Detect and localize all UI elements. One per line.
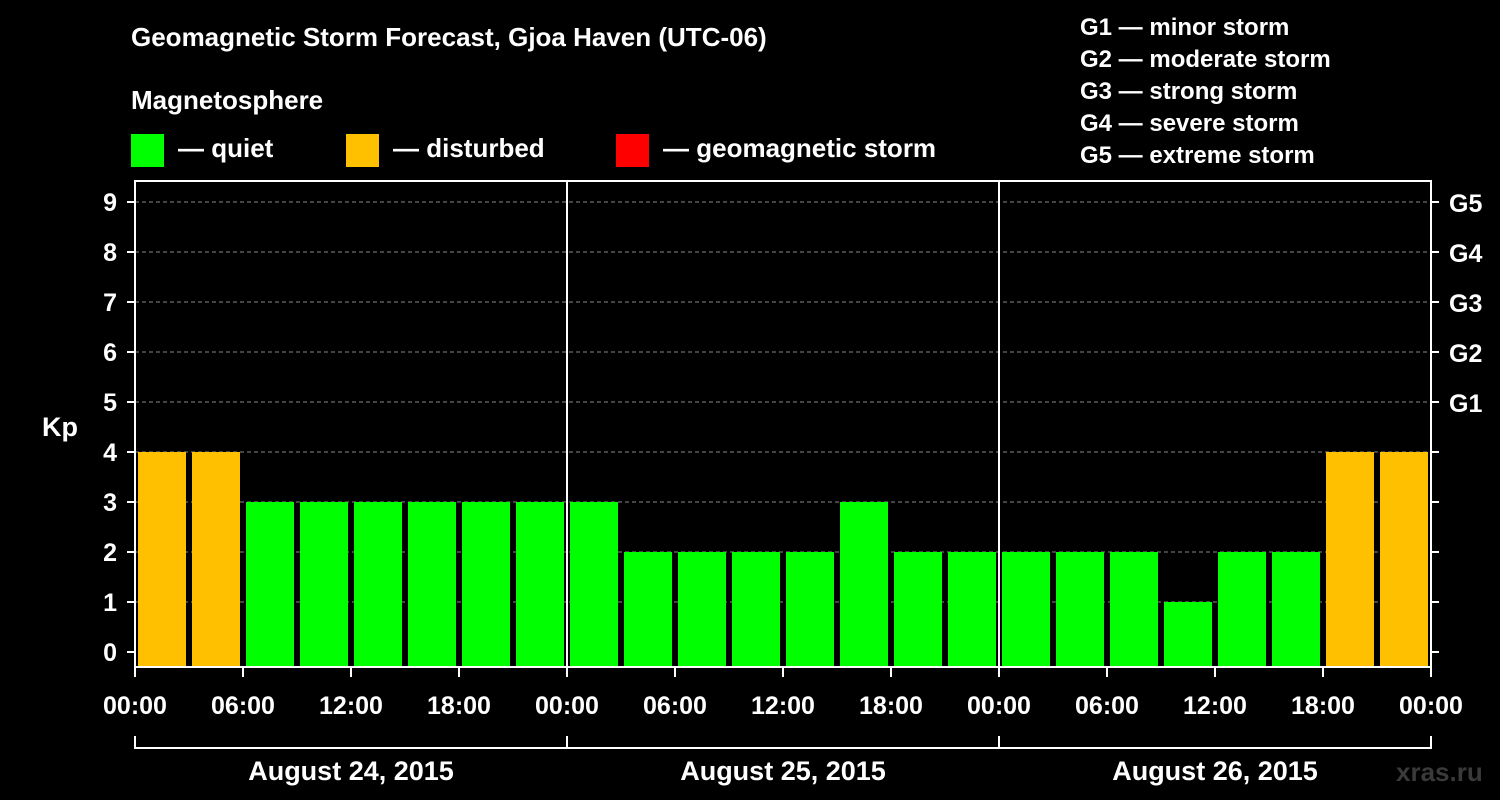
- watermark: xras.ru: [1396, 757, 1483, 787]
- kp-bar: [138, 452, 186, 667]
- y-tick-label: 2: [103, 539, 117, 567]
- y-tick-label: 8: [103, 239, 117, 267]
- x-tick-label: 06:00: [211, 692, 275, 720]
- y-tick-label: 0: [103, 639, 117, 667]
- g-level-label: G2: [1449, 340, 1482, 368]
- kp-bar: [570, 502, 618, 667]
- x-tick-label: 18:00: [859, 692, 923, 720]
- g-scale-g4: G4 — severe storm: [1080, 110, 1299, 137]
- x-tick-label: 12:00: [751, 692, 815, 720]
- kp-bar: [678, 552, 726, 667]
- kp-bar: [300, 502, 348, 667]
- y-tick-label: 9: [103, 189, 117, 217]
- legend-swatch-storm: [616, 134, 649, 167]
- kp-bar: [516, 502, 564, 667]
- g-level-label: G1: [1449, 390, 1482, 418]
- chart-title: Geomagnetic Storm Forecast, Gjoa Haven (…: [131, 22, 767, 52]
- x-tick-label: 06:00: [1075, 692, 1139, 720]
- legend-swatch-quiet: [131, 134, 164, 167]
- g-scale-g1: G1 — minor storm: [1080, 14, 1290, 41]
- kp-bar: [1056, 552, 1104, 667]
- day-label: August 25, 2015: [680, 756, 886, 786]
- x-tick-label: 18:00: [427, 692, 491, 720]
- kp-bar: [354, 502, 402, 667]
- kp-bar: [894, 552, 942, 667]
- day-label: August 26, 2015: [1112, 756, 1318, 786]
- x-tick-label: 12:00: [1183, 692, 1247, 720]
- x-tick-label: 18:00: [1291, 692, 1355, 720]
- g-level-label: G4: [1449, 240, 1482, 268]
- y-tick-label: 6: [103, 339, 117, 367]
- y-tick-label: 7: [103, 289, 117, 317]
- x-tick-label: 12:00: [319, 692, 383, 720]
- y-tick-label: 1: [103, 589, 117, 617]
- kp-bar: [948, 552, 996, 667]
- kp-bar: [1164, 602, 1212, 667]
- kp-bar: [1380, 452, 1428, 667]
- kp-bar: [462, 502, 510, 667]
- kp-bar: [1218, 552, 1266, 667]
- kp-bar: [732, 552, 780, 667]
- y-tick-label: 5: [103, 389, 117, 417]
- legend-label-disturbed: — disturbed: [393, 133, 545, 163]
- x-tick-label: 00:00: [1399, 692, 1463, 720]
- kp-bar: [840, 502, 888, 667]
- x-tick-label: 00:00: [103, 692, 167, 720]
- kp-bar: [246, 502, 294, 667]
- y-tick-label: 3: [103, 489, 117, 517]
- x-tick-label: 00:00: [535, 692, 599, 720]
- kp-bar: [1002, 552, 1050, 667]
- kp-bar: [1272, 552, 1320, 667]
- magnetosphere-label: Magnetosphere: [131, 85, 324, 115]
- kp-bar: [192, 452, 240, 667]
- kp-bar: [408, 502, 456, 667]
- y-axis-label: Kp: [42, 412, 78, 442]
- legend-swatch-disturbed: [346, 134, 379, 167]
- y-tick-label: 4: [103, 439, 117, 467]
- day-label: August 24, 2015: [248, 756, 454, 786]
- g-scale-g5: G5 — extreme storm: [1080, 142, 1315, 169]
- x-tick-label: 06:00: [643, 692, 707, 720]
- g-level-label: G3: [1449, 290, 1482, 318]
- g-scale-g3: G3 — strong storm: [1080, 78, 1298, 105]
- legend-label-quiet: — quiet: [178, 133, 274, 163]
- legend-label-storm: — geomagnetic storm: [663, 133, 937, 163]
- kp-bar: [1110, 552, 1158, 667]
- kp-bar: [624, 552, 672, 667]
- g-level-label: G5: [1449, 190, 1482, 218]
- kp-bar: [786, 552, 834, 667]
- x-tick-label: 00:00: [967, 692, 1031, 720]
- kp-bar: [1326, 452, 1374, 667]
- g-scale-g2: G2 — moderate storm: [1080, 46, 1331, 73]
